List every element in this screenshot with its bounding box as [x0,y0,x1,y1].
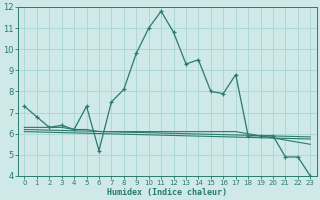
X-axis label: Humidex (Indice chaleur): Humidex (Indice chaleur) [107,188,227,197]
